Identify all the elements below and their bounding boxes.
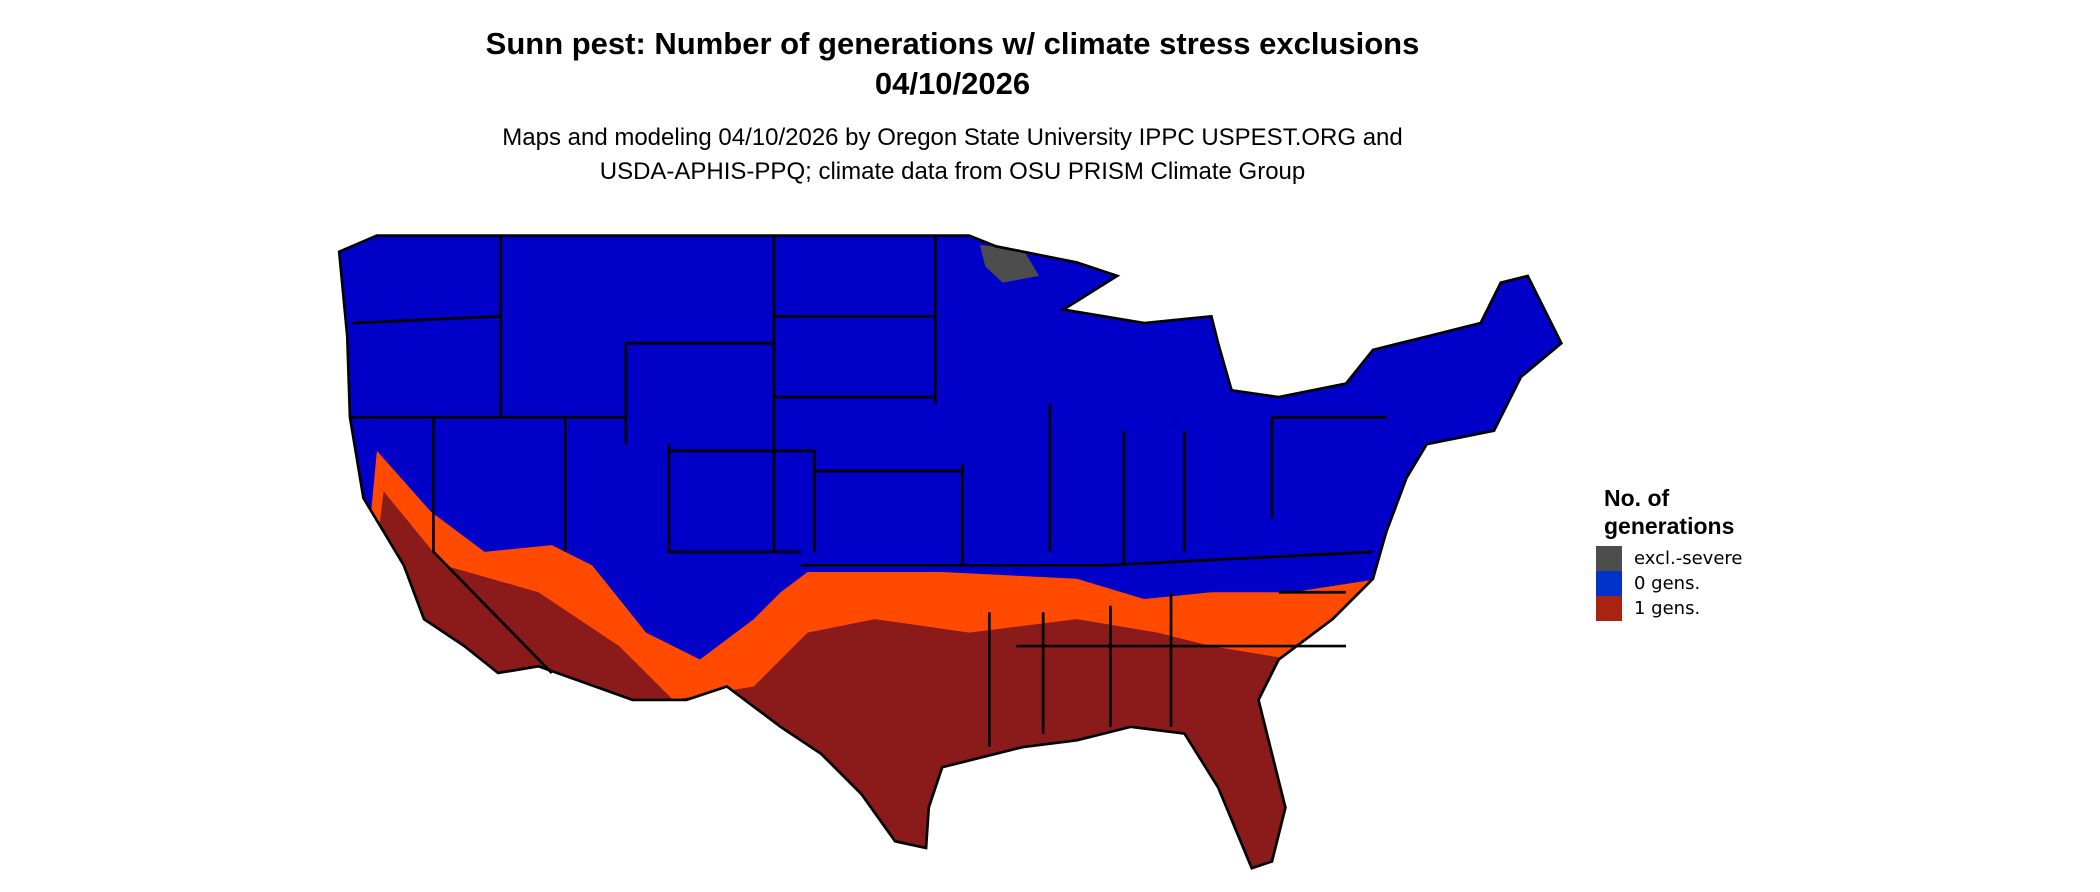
map-date: 04/10/2026 xyxy=(874,66,1031,101)
subtitle-line-2: USDA-APHIS-PPQ; climate data from OSU PR… xyxy=(599,158,1306,185)
legend-item-excluded: excl.-severe xyxy=(1596,546,1742,571)
map-title: Sunn pest: Number of generations w/ clim… xyxy=(485,26,1420,61)
legend-title: No. of generations xyxy=(1604,484,1734,540)
zone-excluded xyxy=(979,244,1040,283)
legend-item-0-gens: 0 gens. xyxy=(1596,571,1700,596)
legend-label: 1 gens. xyxy=(1634,598,1701,619)
legend-label: 0 gens. xyxy=(1634,573,1701,594)
legend-label: excl.-severe xyxy=(1634,548,1743,569)
legend-swatch xyxy=(1596,571,1622,596)
subtitle-line-1: Maps and modeling 04/10/2026 by Oregon S… xyxy=(502,124,1403,151)
legend-title-line-1: No. of xyxy=(1604,485,1670,511)
legend-swatch xyxy=(1596,546,1622,571)
legend-swatch xyxy=(1596,596,1622,621)
legend-item-1-gens: 1 gens. xyxy=(1596,596,1700,621)
state-borders xyxy=(349,235,1387,748)
legend-title-line-2: generations xyxy=(1604,513,1735,539)
